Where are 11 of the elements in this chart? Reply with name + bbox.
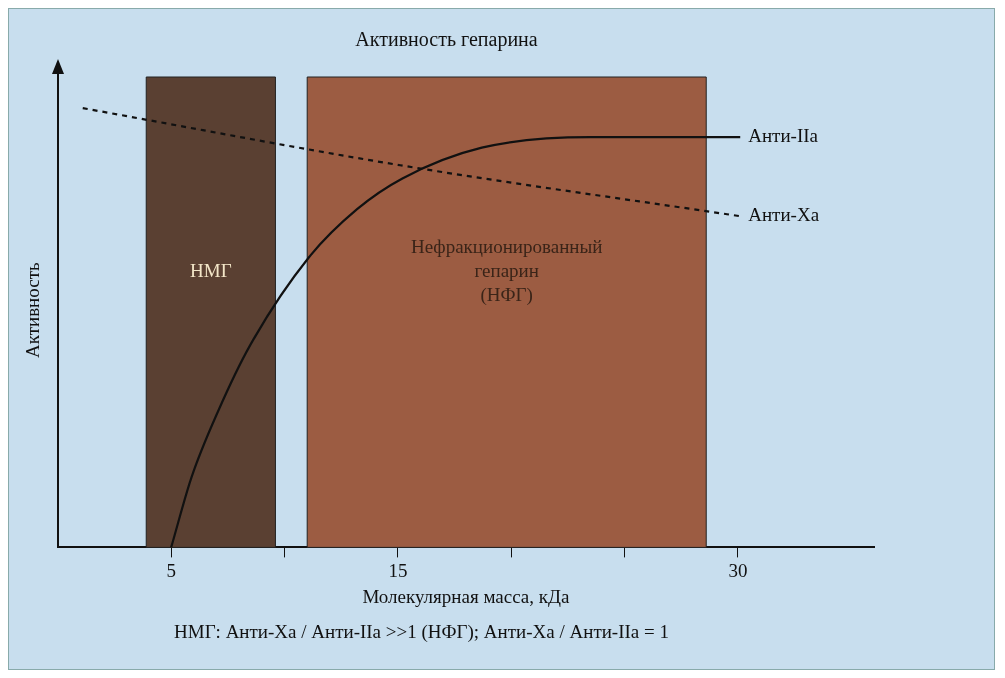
x-axis-title: Молекулярная масса, кДа	[362, 585, 570, 607]
chart-title: Активность гепарина	[355, 28, 538, 52]
y-axis-title: Активность	[22, 262, 44, 359]
series-label: Анти-IIa	[748, 125, 819, 147]
text: НМГ: Анти-Xa / Анти-IIa >>1 (НФГ); Анти-Xa / Анти-IIa = 1	[173, 621, 670, 643]
x-tick-label: 30	[728, 559, 748, 581]
x-tick-label: 15	[388, 559, 408, 581]
x-tick-label: 5	[166, 559, 176, 581]
series-label: Анти-Xa	[748, 204, 820, 226]
band-label: НМГ	[190, 260, 232, 282]
band-label: Нефракционированный гепарин (НФГ)	[410, 236, 603, 307]
